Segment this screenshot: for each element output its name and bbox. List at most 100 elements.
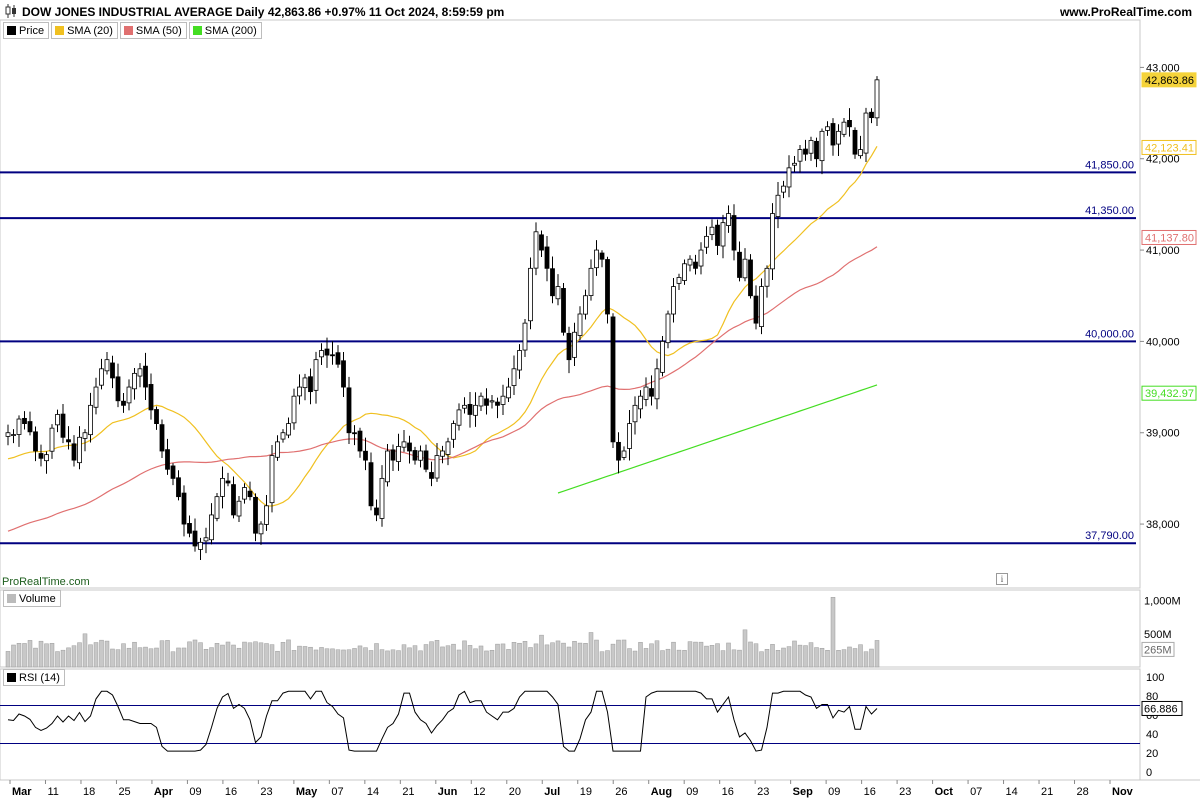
- date-tick-label: 16: [864, 786, 876, 798]
- volume-bar: [478, 645, 484, 668]
- candle-body: [319, 350, 324, 358]
- candle-body: [874, 79, 880, 119]
- volume-bar: [737, 649, 742, 668]
- legend-sma20[interactable]: SMA (20): [51, 22, 118, 39]
- candle-body: [610, 316, 616, 443]
- volume-bar: [572, 641, 577, 668]
- volume-bar: [242, 641, 247, 668]
- volume-bar: [770, 644, 775, 668]
- candle-body: [308, 376, 313, 393]
- candle-body: [484, 398, 489, 406]
- date-tick-label: Jul: [544, 786, 560, 798]
- candle-body: [847, 119, 852, 128]
- candle-body: [313, 359, 319, 391]
- candle-body: [715, 224, 720, 246]
- date-tick-label: 07: [970, 786, 982, 798]
- candlestick-icon: [5, 4, 16, 18]
- volume-bar: [192, 639, 198, 668]
- candle-body: [676, 277, 682, 284]
- volume-bar: [412, 645, 418, 668]
- candle-body: [209, 514, 214, 541]
- legend-sma200[interactable]: SMA (200): [188, 22, 262, 39]
- volume-bar: [533, 643, 539, 668]
- candle-body: [253, 496, 258, 534]
- candle-body: [566, 332, 572, 361]
- volume-bar: [5, 651, 11, 668]
- candle-body: [830, 123, 836, 146]
- volume-bar: [434, 640, 440, 668]
- volume-bar: [753, 643, 759, 668]
- candle-body: [797, 149, 803, 162]
- candle-body: [77, 436, 82, 464]
- volume-bar: [418, 650, 423, 668]
- candle-body: [775, 194, 781, 217]
- volume-bar: [363, 647, 368, 668]
- volume-legend[interactable]: Volume: [3, 590, 61, 607]
- volume-bar: [649, 643, 654, 668]
- volume-bar: [627, 648, 632, 668]
- volume-bar: [11, 644, 16, 668]
- volume-bar: [797, 644, 803, 668]
- volume-bar: [214, 643, 220, 668]
- candle-body: [561, 288, 566, 333]
- legend-sma50[interactable]: SMA (50): [119, 22, 187, 39]
- volume-bar: [847, 646, 852, 668]
- volume-bar: [379, 649, 385, 668]
- volume-bar: [264, 643, 269, 668]
- candle-body: [506, 386, 511, 399]
- volume-bar: [220, 644, 225, 668]
- volume-bar: [247, 642, 253, 668]
- volume-bar: [676, 649, 682, 668]
- legend-price[interactable]: Price: [3, 22, 50, 39]
- date-tick-label: Aug: [651, 786, 672, 798]
- volume-bar: [715, 643, 720, 668]
- candle-body: [819, 130, 825, 162]
- candle-body: [704, 235, 709, 248]
- rsi-legend[interactable]: RSI (14): [3, 669, 65, 686]
- volume-bar: [500, 643, 506, 668]
- volume-bar: [550, 642, 555, 668]
- rsi-label: RSI (14): [19, 671, 60, 684]
- candle-body: [401, 441, 407, 448]
- candle-body: [533, 231, 539, 269]
- candle-body: [324, 348, 330, 356]
- candle-body: [858, 149, 863, 157]
- date-tick-label: 09: [686, 786, 698, 798]
- volume-bar: [280, 642, 286, 668]
- volume-bar: [390, 649, 396, 668]
- candle-body: [275, 441, 280, 458]
- candle-body: [759, 286, 764, 327]
- candle-body: [71, 443, 77, 461]
- volume-bar: [863, 651, 869, 668]
- level-label: 40,000.00: [1085, 328, 1134, 340]
- volume-bar: [445, 645, 451, 668]
- rsi-swatch-icon: [7, 673, 16, 682]
- candle-body: [654, 368, 660, 400]
- volume-bar: [368, 650, 374, 668]
- brand-watermark: ProRealTime.com: [2, 576, 90, 588]
- volume-bar: [385, 650, 390, 668]
- volume-bar: [181, 647, 187, 668]
- volume-bar: [511, 642, 517, 668]
- date-tick-label: 14: [1006, 786, 1018, 798]
- volume-bar: [330, 648, 335, 668]
- candle-body: [286, 423, 291, 436]
- date-tick-label: Mar: [12, 786, 32, 798]
- date-tick-label: 21: [402, 786, 414, 798]
- volume-bar: [170, 651, 176, 668]
- candle-body: [379, 477, 385, 519]
- volume-bar: [236, 647, 242, 668]
- candle-body: [814, 140, 819, 160]
- date-tick-label: 12: [473, 786, 485, 798]
- volume-bar: [456, 649, 462, 668]
- candle-body: [440, 450, 445, 457]
- volume-bar: [429, 641, 434, 668]
- volume-label: Volume: [19, 592, 56, 605]
- candle-body: [473, 404, 478, 416]
- candle-body: [291, 395, 297, 424]
- candle-body: [632, 404, 638, 423]
- info-icon[interactable]: i: [996, 573, 1008, 585]
- volume-bar: [495, 643, 500, 668]
- candle-body: [33, 431, 38, 452]
